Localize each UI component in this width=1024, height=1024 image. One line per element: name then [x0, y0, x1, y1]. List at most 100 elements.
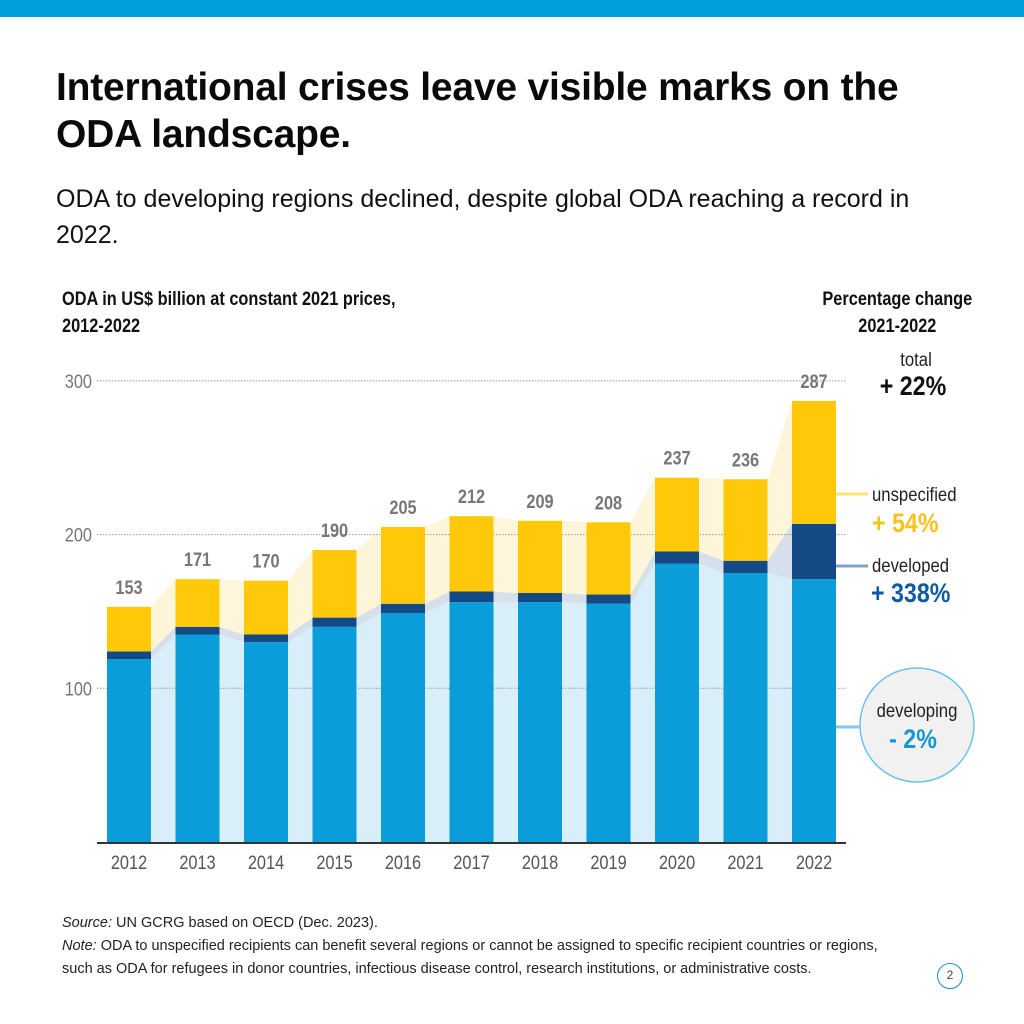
x-tick-label: 2019	[590, 852, 626, 873]
note-line: Note: ODA to unspecified recipients can …	[62, 935, 882, 981]
developed-connector-area	[151, 626, 176, 660]
total-value-label: 209	[526, 491, 553, 512]
developing-connector-area	[219, 634, 244, 842]
x-tick-label: 2020	[659, 852, 695, 873]
bar-segment-unspecified	[107, 606, 151, 652]
chart-axis-title: ODA in US$ billion at constant 2021 pric…	[62, 286, 396, 340]
total-value-label: 205	[389, 497, 416, 518]
bar-segment-developing	[723, 573, 768, 842]
bar-segment-unspecified	[792, 400, 836, 524]
developing-change-bubble	[859, 667, 975, 783]
bar-segment-developed	[655, 551, 699, 564]
source-line: Source: UN GCRG based on OECD (Dec. 2023…	[62, 912, 882, 935]
unspecified-change-label: unspecified	[872, 484, 956, 505]
x-tick-label: 2012	[111, 852, 147, 873]
developing-connector-area	[425, 602, 450, 842]
total-change-value: + 22%	[880, 371, 946, 401]
y-tick-label: 300	[65, 371, 92, 392]
developing-change-label: developing	[877, 700, 958, 721]
x-tick-label: 2016	[385, 852, 421, 873]
developed-connector-area	[767, 523, 792, 580]
bar-segment-unspecified	[312, 549, 357, 618]
total-value-label: 153	[115, 577, 142, 598]
total-labels: 153 171 170 190 205 212 209 208 237 236 287	[115, 371, 827, 598]
source-label: Source:	[62, 915, 112, 931]
bar-segment-developed	[449, 591, 494, 603]
bar-segment-developing	[449, 602, 494, 842]
bar-segment-developed	[586, 594, 631, 604]
bar-segment-developed	[381, 603, 425, 613]
total-value-label: 190	[321, 520, 348, 541]
total-value-label: 170	[252, 551, 279, 572]
developing-connector-area	[356, 612, 381, 842]
bar-segment-developed	[107, 651, 151, 660]
chart-axis-title-line1: ODA in US$ billion at constant 2021 pric…	[62, 289, 396, 310]
bar-segment-developing	[518, 602, 562, 842]
percentage-change-header-line1: Percentage change	[822, 289, 972, 310]
developed-connector-area	[699, 551, 724, 574]
total-value-label: 171	[184, 549, 211, 570]
unspecified-connector-area	[425, 516, 450, 604]
bar-segment-developed	[312, 617, 357, 627]
developed-connector-area	[493, 591, 518, 603]
developing-connector-area	[630, 563, 655, 842]
page-number: 2	[937, 963, 963, 989]
developing-change-value: - 2%	[889, 724, 937, 754]
bar-segment-developing	[586, 603, 631, 842]
bar-segment-unspecified	[723, 479, 768, 561]
bar-segment-unspecified	[381, 526, 425, 604]
bar-segment-developed	[518, 593, 562, 603]
unspecified-connector-area	[562, 520, 587, 595]
x-tick-label: 2021	[727, 852, 763, 873]
developed-change-label: developed	[872, 555, 949, 576]
bar-segment-unspecified	[655, 477, 699, 552]
source-text: UN GCRG based on OECD (Dec. 2023).	[111, 915, 378, 931]
unspecified-connector-area	[219, 579, 244, 635]
chart-axis-title-line2: 2012-2022	[62, 316, 141, 337]
developed-connector-area	[562, 593, 587, 604]
unspecified-connector-area	[767, 400, 792, 561]
total-value-label: 237	[663, 448, 690, 469]
total-value-label: 208	[595, 492, 622, 513]
developed-connector-area	[630, 551, 655, 604]
total-value-label: 212	[458, 486, 485, 507]
bar-segment-developed	[723, 560, 768, 574]
developing-connector-area	[493, 602, 518, 842]
x-tick-label: 2017	[453, 852, 489, 873]
footer-notes: Source: UN GCRG based on OECD (Dec. 2023…	[62, 912, 882, 981]
x-axis-ticks: 2012 2013 2014 2015 2016 2017 2018 2019 2020 2021…	[111, 852, 832, 873]
connector-areas	[151, 400, 792, 842]
page-subtitle: ODA to developing regions declined, desp…	[56, 185, 910, 249]
bar-segment-developed	[244, 634, 288, 643]
x-tick-label: 2013	[179, 852, 215, 873]
gridlines	[97, 380, 846, 689]
unspecified-change-value: + 54%	[872, 508, 938, 538]
unspecified-connector-area	[630, 477, 655, 595]
bar-segment-unspecified	[518, 520, 562, 594]
bar-segment-unspecified	[175, 579, 220, 627]
total-change-label: total	[900, 349, 932, 370]
developing-connector-area	[288, 626, 313, 842]
bar-segment-unspecified	[244, 580, 288, 635]
bar-segment-developing	[655, 563, 699, 842]
developed-connector-area	[356, 603, 381, 627]
total-value-label: 236	[732, 449, 759, 470]
x-tick-label: 2015	[316, 852, 352, 873]
note-label: Note:	[62, 938, 97, 954]
total-value-label: 287	[800, 371, 827, 392]
developing-connector-area	[767, 573, 792, 842]
bar-segment-developing	[312, 626, 357, 842]
bar-segment-developing	[175, 634, 220, 842]
bar-segment-unspecified	[449, 516, 494, 592]
x-tick-label: 2018	[522, 852, 558, 873]
unspecified-connector-area	[356, 526, 381, 618]
developing-connector-area	[562, 602, 587, 842]
percentage-change-header: Percentage change 2021-2022	[822, 286, 972, 340]
x-tick-label: 2014	[248, 852, 284, 873]
bar-segment-developing	[244, 642, 288, 842]
y-axis-ticks: 100 200 300	[65, 371, 92, 700]
y-tick-label: 200	[65, 524, 92, 545]
bar-segment-developing	[792, 579, 836, 842]
unspecified-connector-area	[288, 549, 313, 635]
